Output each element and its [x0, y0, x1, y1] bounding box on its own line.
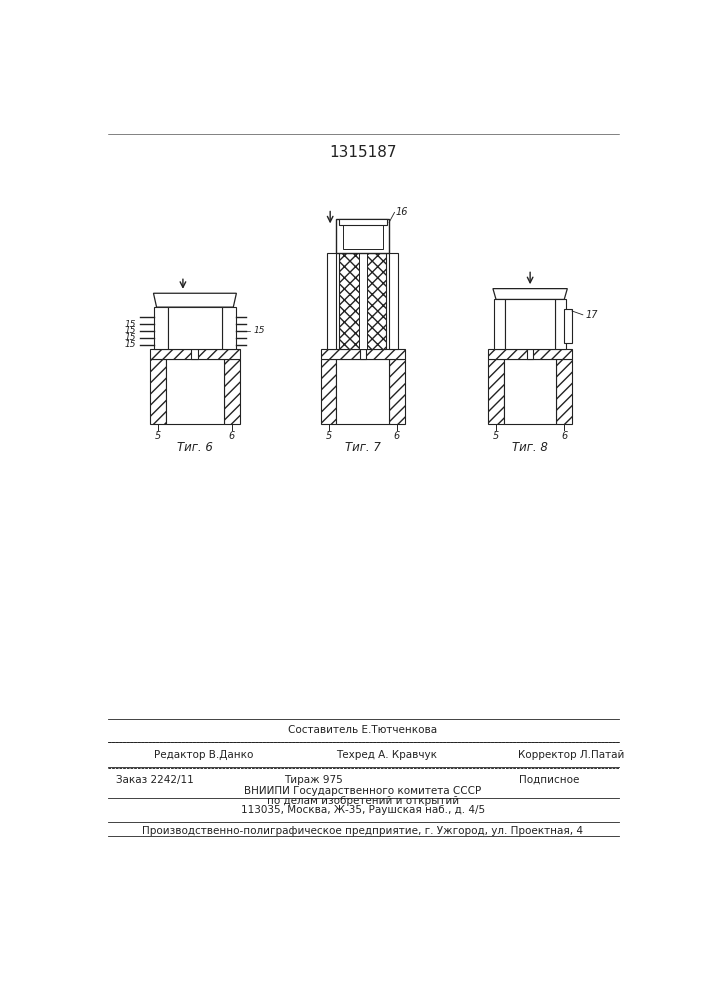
Bar [224, 359, 240, 424]
Bar [222, 307, 235, 349]
Text: Τиг. 7: Τиг. 7 [345, 441, 380, 454]
Text: Подписное: Подписное [518, 775, 579, 785]
Bar [527, 349, 533, 359]
Text: Τиг. 8: Τиг. 8 [512, 441, 548, 454]
Bar [564, 309, 572, 343]
Bar [556, 359, 572, 424]
Bar [339, 219, 387, 225]
Text: 15: 15 [253, 326, 265, 335]
Bar [337, 219, 389, 253]
Text: Техред А. Кравчук: Техред А. Кравчук [337, 750, 438, 760]
Bar [389, 359, 404, 424]
Bar [389, 253, 398, 349]
Bar [321, 349, 404, 359]
Bar [151, 359, 166, 424]
Text: Производственно-полиграфическое предприятие, г. Ужгород, ул. Проектная, 4: Производственно-полиграфическое предприя… [142, 826, 583, 836]
Bar [327, 253, 337, 349]
Text: Тираж 975: Тираж 975 [284, 775, 342, 785]
Text: по делам изобретений и открытий: по делам изобретений и открытий [267, 796, 459, 806]
Bar [489, 359, 504, 424]
Text: 15: 15 [125, 326, 136, 335]
Text: Редактор В.Данко: Редактор В.Данко [154, 750, 254, 760]
Text: 5: 5 [325, 431, 332, 441]
Polygon shape [493, 289, 567, 299]
Bar [359, 253, 367, 349]
Text: Заказ 2242/11: Заказ 2242/11 [115, 775, 193, 785]
Text: Τиг. 6: Τиг. 6 [177, 441, 213, 454]
Text: 5: 5 [493, 431, 499, 441]
Text: Составитель Е.Тютченкова: Составитель Е.Тютченкова [288, 725, 438, 735]
Bar [154, 307, 168, 349]
Text: 6: 6 [394, 431, 400, 441]
Text: Корректор Л.Патай: Корректор Л.Патай [518, 750, 625, 760]
Bar [321, 359, 337, 424]
Bar [506, 299, 555, 349]
Text: ВНИИПИ Государственного комитета СССР: ВНИИПИ Государственного комитета СССР [244, 786, 481, 796]
Bar [360, 349, 366, 359]
Bar [494, 299, 506, 349]
Text: 6: 6 [561, 431, 567, 441]
Bar [192, 349, 198, 359]
Bar [168, 307, 222, 349]
Text: 113035, Москва, Ж-35, Раушская наб., д. 4/5: 113035, Москва, Ж-35, Раушская наб., д. … [240, 805, 485, 815]
Bar [489, 349, 572, 359]
Text: 15: 15 [125, 340, 136, 349]
Bar [337, 359, 389, 424]
Bar [343, 222, 383, 249]
Text: 15: 15 [125, 320, 136, 329]
Text: 6: 6 [228, 431, 235, 441]
Bar [504, 359, 556, 424]
Text: 15: 15 [125, 333, 136, 342]
Bar [166, 359, 224, 424]
Text: 16: 16 [395, 207, 408, 217]
Text: 5: 5 [155, 431, 161, 441]
Polygon shape [153, 293, 236, 307]
Bar [339, 253, 386, 349]
Bar [151, 349, 240, 359]
Text: 17: 17 [586, 310, 598, 320]
Bar [555, 299, 566, 349]
Text: 1315187: 1315187 [329, 145, 397, 160]
